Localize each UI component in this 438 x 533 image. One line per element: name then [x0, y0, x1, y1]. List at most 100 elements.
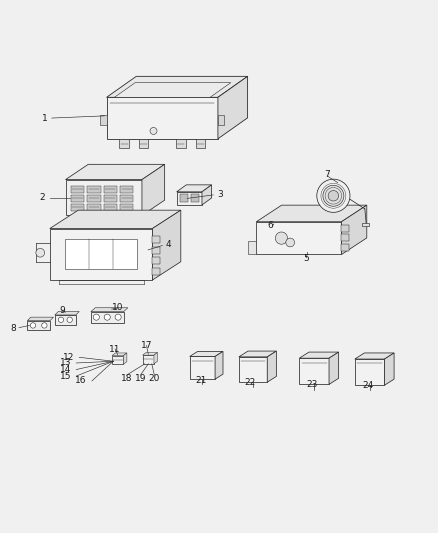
Polygon shape [119, 139, 129, 148]
Polygon shape [87, 186, 101, 193]
Text: 8: 8 [10, 324, 16, 333]
Circle shape [323, 185, 344, 206]
Polygon shape [27, 321, 50, 330]
Polygon shape [342, 244, 350, 251]
Polygon shape [342, 225, 350, 232]
Circle shape [317, 179, 350, 212]
Polygon shape [143, 352, 157, 355]
Polygon shape [66, 180, 142, 215]
Text: 9: 9 [59, 305, 65, 314]
Polygon shape [152, 210, 181, 280]
Polygon shape [100, 115, 106, 125]
Polygon shape [152, 268, 160, 275]
Polygon shape [71, 204, 84, 211]
Polygon shape [152, 236, 160, 244]
Circle shape [328, 190, 339, 201]
Polygon shape [256, 222, 342, 254]
Text: 2: 2 [39, 193, 45, 202]
Polygon shape [196, 139, 205, 148]
Polygon shape [55, 311, 79, 315]
Polygon shape [91, 312, 124, 322]
Text: 20: 20 [148, 374, 160, 383]
Polygon shape [385, 353, 394, 385]
Text: 16: 16 [75, 376, 87, 385]
Text: 1: 1 [42, 114, 47, 123]
Polygon shape [143, 355, 154, 364]
Polygon shape [50, 210, 181, 229]
Polygon shape [218, 115, 224, 125]
Polygon shape [71, 186, 84, 193]
Polygon shape [247, 241, 256, 254]
Polygon shape [87, 204, 101, 211]
Polygon shape [71, 195, 84, 202]
Polygon shape [91, 308, 128, 312]
Polygon shape [106, 98, 218, 139]
Circle shape [58, 317, 64, 322]
Polygon shape [176, 139, 186, 148]
Polygon shape [202, 185, 212, 205]
Polygon shape [177, 185, 212, 192]
Text: 11: 11 [110, 344, 121, 353]
Polygon shape [215, 351, 223, 379]
Polygon shape [124, 353, 127, 364]
Polygon shape [50, 229, 152, 280]
Polygon shape [342, 205, 367, 254]
Text: 7: 7 [325, 171, 330, 179]
Polygon shape [355, 359, 385, 385]
Text: 13: 13 [60, 359, 71, 367]
Text: 6: 6 [268, 221, 273, 230]
Polygon shape [191, 195, 199, 203]
Text: 15: 15 [60, 372, 71, 381]
Polygon shape [154, 352, 157, 364]
Polygon shape [190, 357, 215, 379]
Ellipse shape [323, 209, 335, 217]
Text: 19: 19 [134, 374, 146, 383]
Polygon shape [112, 356, 124, 364]
Polygon shape [103, 186, 117, 193]
Ellipse shape [288, 209, 300, 217]
Text: 17: 17 [141, 341, 152, 350]
Polygon shape [239, 351, 276, 357]
Circle shape [67, 317, 72, 322]
Polygon shape [218, 76, 247, 139]
Polygon shape [299, 358, 329, 384]
Polygon shape [87, 195, 101, 202]
Circle shape [93, 314, 99, 320]
Polygon shape [65, 239, 137, 269]
Circle shape [104, 314, 110, 320]
Text: 10: 10 [112, 303, 124, 312]
Polygon shape [152, 247, 160, 254]
Polygon shape [152, 257, 160, 264]
Text: 3: 3 [217, 190, 223, 198]
Polygon shape [106, 76, 247, 98]
Polygon shape [362, 223, 369, 227]
Text: 21: 21 [195, 376, 206, 385]
Polygon shape [267, 351, 276, 382]
Circle shape [42, 323, 47, 328]
Polygon shape [239, 357, 267, 382]
Polygon shape [142, 164, 165, 215]
Text: 4: 4 [166, 240, 171, 249]
Polygon shape [55, 315, 76, 325]
Circle shape [286, 238, 294, 247]
Polygon shape [112, 353, 127, 356]
Polygon shape [66, 164, 165, 180]
Polygon shape [190, 351, 223, 357]
Circle shape [36, 248, 45, 257]
Polygon shape [103, 195, 117, 202]
Polygon shape [299, 352, 339, 358]
Polygon shape [342, 235, 350, 241]
Text: 23: 23 [306, 380, 317, 389]
Polygon shape [27, 317, 53, 321]
Text: 5: 5 [304, 254, 309, 263]
Text: 12: 12 [63, 353, 74, 362]
Text: 24: 24 [363, 381, 374, 390]
Circle shape [115, 314, 121, 320]
Polygon shape [180, 195, 188, 203]
Polygon shape [355, 353, 394, 359]
Polygon shape [139, 139, 148, 148]
Text: 22: 22 [245, 378, 256, 387]
Circle shape [150, 127, 157, 134]
Polygon shape [114, 83, 231, 98]
Polygon shape [120, 195, 133, 202]
